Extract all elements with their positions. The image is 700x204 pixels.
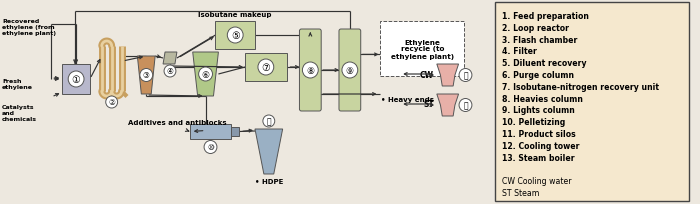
Text: 6. Purge column: 6. Purge column: [502, 71, 574, 80]
Circle shape: [204, 141, 217, 154]
Text: Ethylene
recycle (to
ethylene plant): Ethylene recycle (to ethylene plant): [391, 39, 454, 59]
Text: ③: ③: [143, 71, 150, 80]
Text: ⑬: ⑬: [463, 101, 468, 110]
Text: Fresh
ethylene: Fresh ethylene: [2, 79, 33, 89]
Text: 12. Cooling tower: 12. Cooling tower: [502, 141, 580, 150]
Text: CW Cooling water: CW Cooling water: [502, 176, 571, 185]
Circle shape: [199, 68, 213, 82]
Text: Additives and antiblocks: Additives and antiblocks: [129, 119, 227, 125]
Text: ④: ④: [167, 67, 174, 76]
Text: ①: ①: [71, 75, 80, 85]
Text: ⑪: ⑪: [267, 117, 271, 126]
Polygon shape: [193, 53, 218, 96]
Circle shape: [228, 28, 243, 44]
FancyBboxPatch shape: [231, 127, 239, 136]
Text: 5. Diluent recovery: 5. Diluent recovery: [502, 59, 587, 68]
Text: ⑦: ⑦: [262, 63, 270, 73]
Text: 3. Flash chamber: 3. Flash chamber: [502, 35, 578, 44]
Polygon shape: [137, 57, 155, 94]
FancyBboxPatch shape: [190, 124, 231, 139]
FancyBboxPatch shape: [216, 22, 255, 50]
Text: 1. Feed preparation: 1. Feed preparation: [502, 12, 589, 21]
Text: ST: ST: [423, 100, 434, 109]
Circle shape: [459, 69, 472, 82]
Text: 7. Isobutane-nitrogen recovery unit: 7. Isobutane-nitrogen recovery unit: [502, 82, 659, 91]
Text: ⑩: ⑩: [207, 143, 214, 152]
Text: Isobutane makeup: Isobutane makeup: [199, 12, 272, 18]
Circle shape: [302, 63, 318, 79]
Text: • Heavy ends: • Heavy ends: [382, 96, 435, 102]
Circle shape: [140, 69, 153, 82]
Circle shape: [342, 63, 358, 79]
Polygon shape: [163, 53, 177, 65]
Circle shape: [459, 99, 472, 112]
Text: Catalysts
and
chemicals: Catalysts and chemicals: [2, 104, 37, 121]
Circle shape: [164, 66, 176, 78]
Text: CW: CW: [420, 70, 434, 79]
Text: 9. Lights column: 9. Lights column: [502, 106, 575, 115]
Circle shape: [68, 72, 84, 88]
Circle shape: [106, 96, 118, 109]
Text: 11. Product silos: 11. Product silos: [502, 129, 576, 138]
FancyBboxPatch shape: [62, 65, 90, 94]
Circle shape: [258, 60, 274, 76]
Text: 4. Filter: 4. Filter: [502, 47, 537, 56]
Text: 8. Heavies column: 8. Heavies column: [502, 94, 583, 103]
Text: ⑧: ⑧: [307, 66, 314, 75]
Text: ⑨: ⑨: [346, 66, 354, 75]
FancyBboxPatch shape: [381, 22, 465, 77]
FancyBboxPatch shape: [339, 30, 361, 111]
Text: ⑥: ⑥: [202, 70, 209, 79]
Text: 10. Pelletizing: 10. Pelletizing: [502, 118, 566, 126]
Polygon shape: [437, 94, 459, 116]
FancyBboxPatch shape: [495, 3, 689, 201]
FancyBboxPatch shape: [300, 30, 321, 111]
Circle shape: [263, 115, 274, 127]
Text: Recovered
ethylene (from
ethylene plant): Recovered ethylene (from ethylene plant): [2, 19, 56, 35]
Text: ⑫: ⑫: [463, 71, 468, 80]
Text: ②: ②: [108, 98, 115, 107]
Text: ⑤: ⑤: [231, 31, 239, 41]
Text: 2. Loop reactor: 2. Loop reactor: [502, 24, 569, 33]
FancyBboxPatch shape: [245, 54, 286, 82]
Polygon shape: [255, 129, 283, 174]
Text: ST Steam: ST Steam: [502, 188, 540, 197]
Text: 13. Steam boiler: 13. Steam boiler: [502, 153, 575, 162]
Text: • HDPE: • HDPE: [255, 178, 283, 184]
Polygon shape: [437, 65, 459, 86]
